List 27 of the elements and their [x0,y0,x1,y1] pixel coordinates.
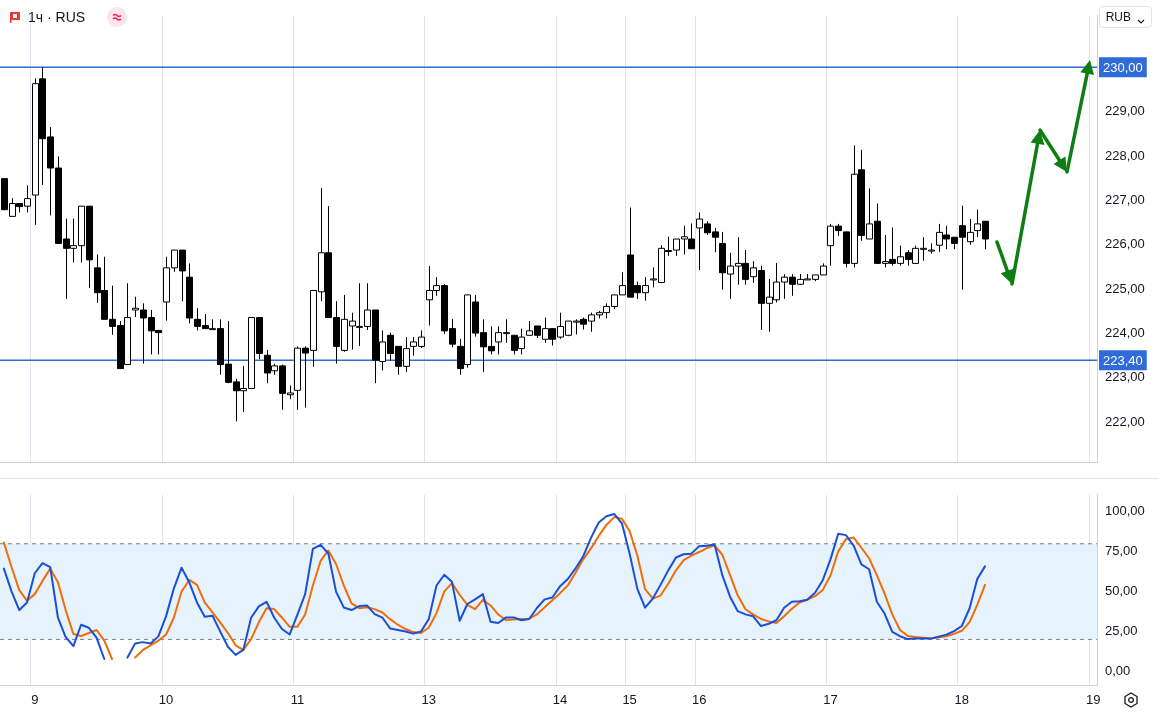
y-tick-label: 223,00 [1105,369,1145,385]
ref-line-label: 223,40 [1103,352,1143,368]
x-tick-label: 14 [552,692,568,708]
x-tick-label: 17 [823,692,838,708]
x-tick-label: 11 [290,692,305,708]
x-tick-label: 10 [158,692,174,708]
x-tick-label: 15 [622,692,637,708]
x-tick-label: 16 [691,692,707,708]
y-tick-label: 229,00 [1105,103,1145,119]
x-tick-label: 9 [31,692,39,708]
y-tick-label: 227,00 [1105,191,1145,207]
y-tick-label: 225,00 [1105,280,1145,296]
y-tick-label: 25,00 [1105,623,1138,639]
y-tick-label: 228,00 [1105,147,1145,163]
y-tick-label: 50,00 [1105,583,1138,599]
x-tick-label: 19 [1085,692,1101,708]
y-tick-label: 226,00 [1105,236,1145,252]
y-tick-label: 0,00 [1105,662,1131,678]
y-tick-label: 75,00 [1105,543,1138,559]
y-tick-label: 222,00 [1105,413,1145,429]
chart-title: 1ч · RUS [28,9,86,25]
ref-line-label: 230,00 [1103,59,1143,75]
x-tick-label: 13 [421,692,436,708]
y-tick-label: 224,00 [1105,325,1145,341]
text: RUB [1105,10,1131,24]
y-tick-label: 100,00 [1105,503,1145,519]
x-tick-label: 18 [954,692,970,708]
